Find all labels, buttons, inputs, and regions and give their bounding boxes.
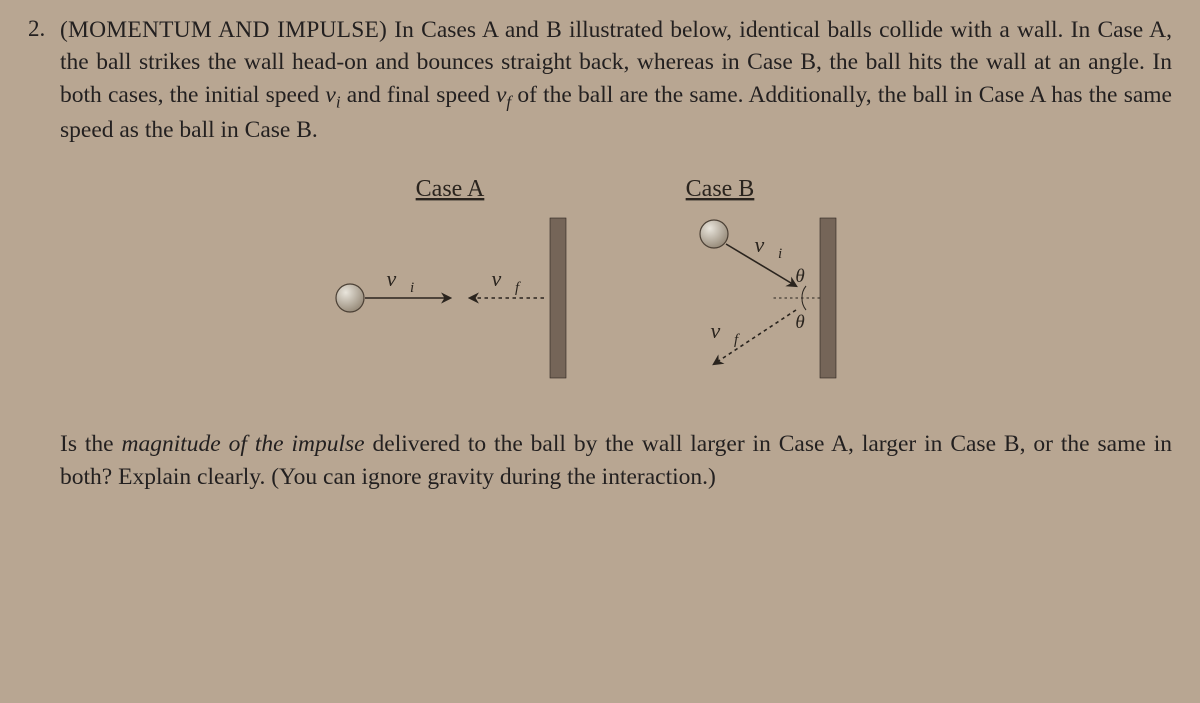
svg-text:i: i: [410, 280, 414, 296]
problem-number: 2.: [28, 14, 60, 42]
question-italic: magnitude of the impulse: [122, 431, 365, 457]
question-part-1: Is the: [60, 431, 122, 457]
vf-symbol: v: [496, 82, 506, 108]
problem-statement: (MOMENTUM AND IMPULSE) In Cases A and B …: [60, 14, 1172, 146]
figure-svg: Case Av⃗iv⃗fCase Bv⃗iv⃗fθθ: [320, 174, 880, 404]
vi-symbol: v: [325, 82, 335, 108]
svg-text:f: f: [515, 280, 521, 296]
svg-text:Case B: Case B: [686, 176, 755, 202]
svg-text:Case A: Case A: [416, 176, 485, 202]
figure-area: Case Av⃗iv⃗fCase Bv⃗iv⃗fθθ: [28, 174, 1172, 404]
problem-heading: (MOMENTUM AND IMPULSE): [60, 17, 387, 43]
problem-row: 2. (MOMENTUM AND IMPULSE) In Cases A and…: [28, 14, 1172, 146]
svg-text:i: i: [778, 246, 782, 262]
svg-text:f: f: [734, 332, 740, 348]
svg-text:θ: θ: [795, 266, 804, 287]
page: 2. (MOMENTUM AND IMPULSE) In Cases A and…: [0, 0, 1200, 493]
problem-text-2: and final speed: [341, 82, 496, 108]
svg-text:θ: θ: [795, 312, 804, 333]
question-text: Is the magnitude of the impulse delivere…: [60, 428, 1172, 493]
